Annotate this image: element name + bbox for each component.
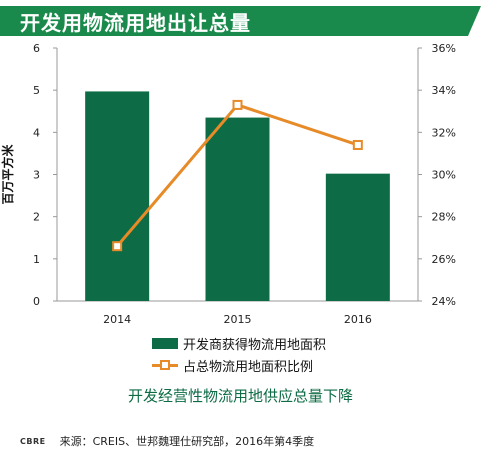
bar xyxy=(85,91,150,301)
chart-title: 开发用物流用地出让总量 xyxy=(20,11,251,35)
cbre-logo: CBRE xyxy=(20,436,46,446)
legend-line-label: 占总物流用地面积比例 xyxy=(183,359,314,375)
x-tick-label: 2015 xyxy=(224,313,252,326)
title-banner-background xyxy=(0,6,481,36)
y-tick-label: 3 xyxy=(33,169,40,182)
y2-tick-label: 36% xyxy=(432,42,456,55)
y-tick-label: 5 xyxy=(33,84,40,97)
chart-subtitle: 开发经营性物流用地供应总量下降 xyxy=(127,387,353,405)
line-point xyxy=(112,241,123,252)
x-tick-label: 2016 xyxy=(344,313,372,326)
y-tick-label: 2 xyxy=(33,211,40,224)
line-point xyxy=(232,99,243,110)
y-tick-label: 4 xyxy=(33,126,40,139)
x-tick-label: 2014 xyxy=(103,313,131,326)
source-note: 来源：CREIS、世邦魏理仕研究部，2016年第4季度 xyxy=(59,435,315,448)
title-banner: 开发用物流用地出让总量 xyxy=(0,0,481,44)
bar xyxy=(325,173,390,301)
y2-tick-label: 28% xyxy=(432,211,456,224)
y2-tick-label: 24% xyxy=(432,295,456,308)
y-tick-label: 0 xyxy=(33,295,40,308)
bar xyxy=(205,117,270,301)
footer: CBRE 来源：CREIS、世邦魏理仕研究部，2016年第4季度 xyxy=(20,433,314,449)
legend-bar-label: 开发商获得物流用地面积 xyxy=(183,337,327,353)
y2-tick-label: 32% xyxy=(432,126,456,139)
legend-bar-swatch xyxy=(152,337,178,349)
legend-item-bar: 开发商获得物流用地面积 xyxy=(152,332,326,354)
y2-tick-label: 34% xyxy=(432,84,456,97)
y2-tick-label: 26% xyxy=(432,253,456,266)
chart-area: 0 1 2 3 4 5 6 24% 26% 28% 30% 32% 34% 36% 百万平方米 2014 201… xyxy=(0,42,456,326)
y-axis-label: 百万平方米 xyxy=(0,144,15,205)
legend-item-line: 占总物流用地面积比例 xyxy=(152,354,326,376)
y2-tick-label: 30% xyxy=(432,169,456,182)
line-point xyxy=(352,139,363,150)
legend: 开发商获得物流用地面积 占总物流用地面积比例 xyxy=(152,332,326,376)
y-tick-label: 1 xyxy=(33,253,40,266)
y-tick-label: 6 xyxy=(33,42,40,55)
legend-line-swatch xyxy=(152,359,178,371)
